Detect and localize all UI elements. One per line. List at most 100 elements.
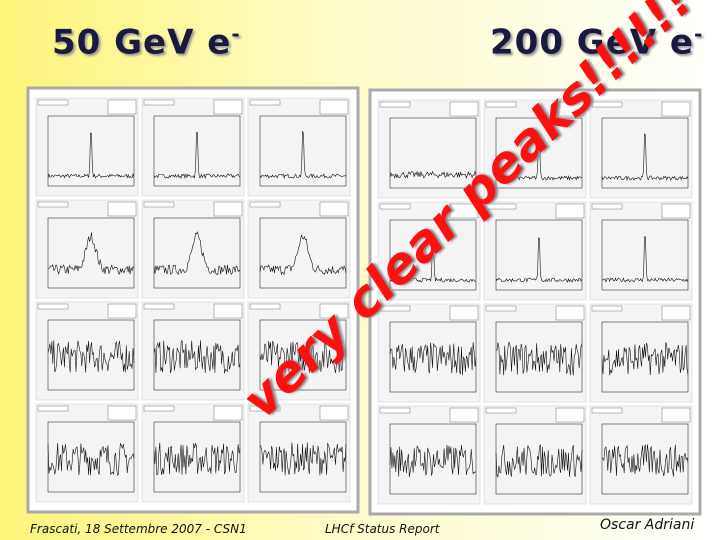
title-sup: -	[231, 22, 241, 46]
stats-box	[213, 201, 243, 217]
plot-bg	[141, 301, 245, 401]
plot-frame	[153, 319, 241, 391]
stats-box	[555, 305, 585, 321]
stats-box	[213, 405, 243, 421]
plot-frame	[601, 219, 689, 291]
histogram-trace	[153, 231, 241, 276]
plot-title-box	[379, 101, 411, 108]
plot-frame	[153, 115, 241, 187]
footer-center: LHCf Status Report	[325, 522, 440, 536]
footer-left: Frascati, 18 Settembre 2007 - CSN1	[30, 522, 247, 536]
stats-box	[107, 303, 137, 319]
histogram-trace	[389, 235, 477, 283]
stats-box	[107, 405, 137, 421]
histogram-trace	[495, 342, 583, 376]
plot-bg	[377, 201, 481, 301]
histogram-trace	[389, 342, 477, 376]
histogram-trace	[153, 442, 241, 476]
plot-bg	[377, 303, 481, 403]
plot-bg	[589, 201, 693, 301]
plot-bg	[589, 303, 693, 403]
histogram-trace	[601, 133, 689, 182]
plot-frame	[495, 321, 583, 393]
stats-box	[107, 99, 137, 115]
plot-title-box	[143, 303, 175, 310]
stats-box	[107, 201, 137, 217]
histogram-trace	[47, 443, 135, 476]
plot-frame	[495, 219, 583, 291]
plot-frame	[153, 421, 241, 493]
plot-title-box	[37, 201, 69, 208]
plot-title-box	[143, 201, 175, 208]
title-text: 200 GeV e	[490, 22, 694, 63]
plot-bg	[247, 403, 351, 503]
plot-frame	[47, 421, 135, 493]
histogram-trace	[601, 342, 689, 376]
plot-bg	[247, 97, 351, 197]
title-sup: -	[694, 22, 704, 46]
stats-box	[555, 203, 585, 219]
plot-bg	[141, 97, 245, 197]
plot-title-box	[591, 101, 623, 108]
plot-title-box	[591, 305, 623, 312]
histogram-trace	[153, 340, 241, 374]
plot-title-box	[379, 407, 411, 414]
title-left: 50 GeV e-	[52, 22, 241, 62]
stats-box	[213, 99, 243, 115]
stats-box	[319, 201, 349, 217]
plot-title-box	[249, 303, 281, 310]
plot-title-box	[591, 203, 623, 210]
plot-bg	[483, 99, 587, 199]
histogram-trace	[495, 237, 583, 283]
plot-bg	[483, 303, 587, 403]
plot-bg	[247, 301, 351, 401]
stats-box	[449, 407, 479, 423]
plot-frame	[601, 423, 689, 495]
plot-bg	[377, 99, 481, 199]
stats-box	[449, 101, 479, 117]
plot-title-box	[249, 99, 281, 106]
stats-box	[555, 407, 585, 423]
histogram-trace	[47, 340, 135, 373]
stats-box	[449, 203, 479, 219]
plot-bg	[35, 97, 139, 197]
title-right: 200 GeV e-	[490, 22, 703, 62]
plot-bg	[589, 99, 693, 199]
plot-frame	[47, 115, 135, 187]
histogram-trace	[259, 131, 347, 179]
plot-title-box	[143, 99, 175, 106]
histogram-trace	[389, 444, 477, 478]
plot-frame	[47, 217, 135, 289]
stats-box	[319, 99, 349, 115]
plot-title-box	[591, 407, 623, 414]
stats-box	[449, 305, 479, 321]
plot-title-box	[379, 203, 411, 210]
histogram-trace	[601, 236, 689, 283]
plot-frame	[153, 217, 241, 289]
stats-box	[319, 405, 349, 421]
histogram-trace	[495, 134, 583, 181]
plot-frame	[47, 319, 135, 391]
footer-right: Oscar Adriani	[600, 517, 695, 533]
title-text: 50 GeV e	[52, 22, 232, 63]
plot-title-box	[249, 405, 281, 412]
plot-frame	[259, 115, 347, 187]
stats-box	[213, 303, 243, 319]
histogram-trace	[259, 340, 347, 374]
stats-box	[661, 203, 691, 219]
plot-frame	[259, 217, 347, 289]
stats-box	[555, 101, 585, 117]
plot-title-box	[143, 405, 175, 412]
histogram-trace	[153, 132, 241, 180]
plot-bg	[377, 405, 481, 505]
plot-title-box	[37, 405, 69, 412]
plot-frame	[259, 421, 347, 493]
plot-title-box	[379, 305, 411, 312]
histogram-trace	[259, 442, 347, 476]
plot-title-box	[37, 99, 69, 106]
plot-title-box	[37, 303, 69, 310]
plot-bg	[483, 405, 587, 505]
plot-frame	[389, 117, 477, 189]
plot-frame	[259, 319, 347, 391]
